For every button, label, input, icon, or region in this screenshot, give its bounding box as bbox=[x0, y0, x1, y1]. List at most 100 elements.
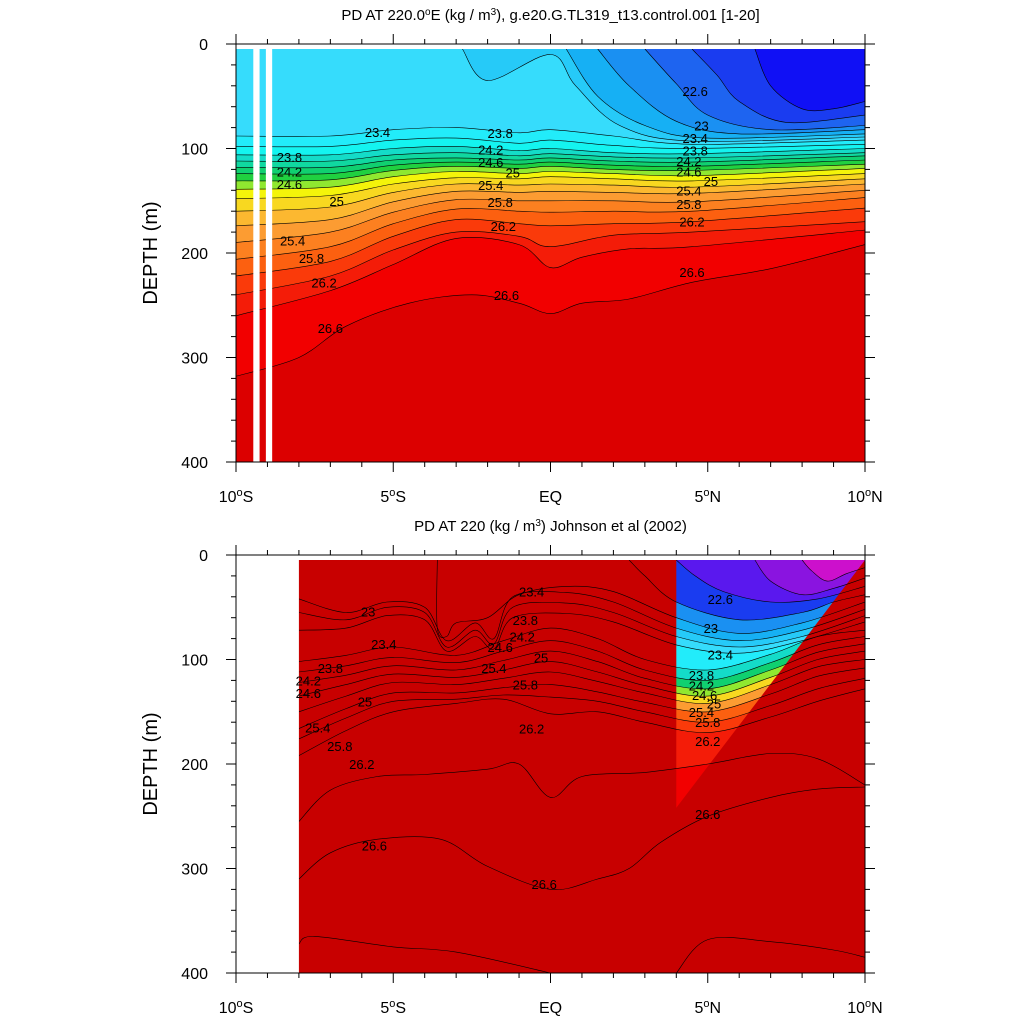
contour-line-25-6 bbox=[236, 190, 865, 243]
contour-line-22-8 bbox=[436, 559, 865, 638]
x-tick-label: 5oS bbox=[380, 998, 406, 1017]
surface-blank bbox=[236, 555, 865, 560]
contour-label: 24.2 bbox=[510, 630, 535, 645]
y-tick-label: 100 bbox=[181, 142, 208, 159]
contour-label: 23 bbox=[361, 604, 375, 619]
contour-label: 23.4 bbox=[519, 585, 544, 600]
contour-line-23 bbox=[298, 591, 865, 642]
contour-line-26-4 bbox=[236, 229, 865, 316]
contour-label: 25.8 bbox=[327, 739, 352, 754]
contour-label: 22.6 bbox=[683, 84, 708, 99]
contour-label: 23.8 bbox=[318, 661, 343, 676]
contour-label: 24.6 bbox=[277, 177, 302, 192]
contour-label: 23.8 bbox=[277, 150, 302, 165]
contour-line-26 bbox=[298, 678, 865, 740]
contour-line-26-2 bbox=[236, 221, 865, 296]
y-tick-label: 200 bbox=[181, 757, 208, 774]
contour-label: 23.8 bbox=[689, 668, 714, 683]
no-data-region bbox=[236, 555, 299, 973]
contour-label: 23.4 bbox=[371, 637, 396, 652]
contour-label: 24.6 bbox=[296, 686, 321, 701]
x-tick-label: 5oN bbox=[694, 998, 721, 1017]
contour-label: 23.4 bbox=[683, 131, 708, 146]
contour-line-24 bbox=[236, 152, 865, 162]
contour-line-23-2 bbox=[462, 48, 865, 142]
top-contour-panel: PD AT 220.0oE (kg / m3), g.e20.G.TL319_t… bbox=[140, 7, 883, 507]
contour-label: 23 bbox=[704, 621, 718, 636]
contour-line-22-2 bbox=[676, 559, 865, 603]
bottom-contour-panel: PD AT 220 (kg / m3) Johnson et al (2002)… bbox=[140, 518, 883, 1018]
contour-line-24-8 bbox=[236, 168, 865, 190]
y-tick-label: 0 bbox=[199, 548, 208, 565]
contour-label: 22.6 bbox=[708, 592, 733, 607]
contour-label: 25 bbox=[358, 694, 372, 709]
chart-title: PD AT 220.0oE (kg / m3), g.e20.G.TL319_t… bbox=[341, 7, 759, 25]
contour-line-26-81 bbox=[676, 937, 865, 973]
contour-label: 25.4 bbox=[481, 661, 506, 676]
contour-label: 23.8 bbox=[488, 126, 513, 141]
contour-line-22-6 bbox=[644, 48, 865, 131]
contour-line-26-2 bbox=[298, 688, 865, 756]
contour-label: 23.8 bbox=[683, 144, 708, 159]
contour-line-23 bbox=[565, 48, 865, 139]
contour-label: 23.4 bbox=[365, 125, 390, 140]
contour-label: 24.2 bbox=[676, 154, 701, 169]
contour-label: 26.2 bbox=[491, 219, 516, 234]
contour-label: 26.6 bbox=[362, 839, 387, 854]
contour-line-22-4 bbox=[691, 48, 865, 124]
y-tick-label: 400 bbox=[181, 966, 208, 983]
contour-line-24-6 bbox=[298, 643, 865, 690]
y-tick-label: 0 bbox=[199, 37, 208, 54]
missing-data-column bbox=[253, 44, 260, 462]
contour-line-22-8 bbox=[597, 48, 865, 135]
y-axis-label: DEPTH (m) bbox=[140, 201, 162, 304]
contour-label: 25.8 bbox=[676, 197, 701, 212]
y-tick-label: 100 bbox=[181, 653, 208, 670]
contour-line-21-8 bbox=[754, 559, 865, 596]
contour-line-25 bbox=[298, 650, 865, 697]
contour-label: 25.4 bbox=[689, 705, 714, 720]
y-tick-label: 300 bbox=[181, 862, 208, 879]
contour-label: 25.8 bbox=[488, 195, 513, 210]
contour-label: 23.8 bbox=[513, 613, 538, 628]
contour-line-25-4 bbox=[298, 659, 865, 713]
contour-label: 23.4 bbox=[708, 647, 733, 662]
contour-label: 25.4 bbox=[280, 233, 305, 248]
contour-label: 25.8 bbox=[299, 251, 324, 266]
contour-label: 26.2 bbox=[679, 215, 704, 230]
contour-line-23-8 bbox=[236, 146, 865, 156]
contour-label: 26.6 bbox=[532, 877, 557, 892]
contour-label: 26.2 bbox=[519, 721, 544, 736]
contour-label: 24.2 bbox=[277, 164, 302, 179]
contour-label: 24.6 bbox=[488, 640, 513, 655]
x-tick-label: 5oS bbox=[380, 487, 406, 506]
contour-line-23-4 bbox=[236, 127, 865, 145]
contour-label: 23 bbox=[694, 119, 708, 134]
contour-label: 26.2 bbox=[695, 734, 720, 749]
contour-line-26-6 bbox=[298, 786, 865, 890]
contour-label: 26.2 bbox=[311, 275, 336, 290]
contour-line-25-2 bbox=[236, 178, 865, 212]
contour-label: 24.6 bbox=[478, 155, 503, 170]
x-tick-label: 10oN bbox=[847, 998, 882, 1017]
surface-blank bbox=[236, 44, 865, 49]
contour-line-25-8 bbox=[298, 667, 865, 729]
contour-line-24-4 bbox=[236, 159, 865, 175]
contour-label: 25.8 bbox=[695, 715, 720, 730]
contour-label: 25 bbox=[704, 174, 718, 189]
chart-title: PD AT 220 (kg / m3) Johnson et al (2002) bbox=[414, 518, 687, 536]
contour-label: 26.6 bbox=[494, 288, 519, 303]
contour-label: 24.6 bbox=[692, 688, 717, 703]
contour-label: 24.2 bbox=[296, 673, 321, 688]
x-tick-label: 10oS bbox=[219, 487, 254, 506]
contour-fill-26-8 bbox=[236, 560, 865, 973]
contour-line-26-4 bbox=[298, 752, 865, 822]
x-tick-label: EQ bbox=[539, 1000, 562, 1017]
contour-label: 26.2 bbox=[349, 757, 374, 772]
contour-label: 25.8 bbox=[513, 678, 538, 693]
y-tick-label: 400 bbox=[181, 455, 208, 472]
x-tick-label: 5oN bbox=[694, 487, 721, 506]
y-tick-label: 300 bbox=[181, 351, 208, 368]
x-tick-label: 10oS bbox=[219, 998, 254, 1017]
contour-label: 26.6 bbox=[318, 321, 343, 336]
